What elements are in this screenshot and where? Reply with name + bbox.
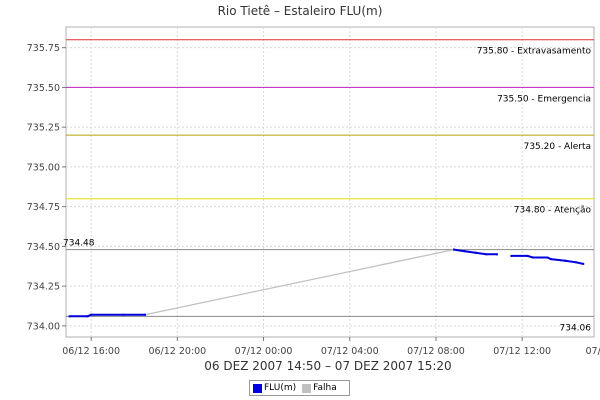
y-tick-label: 734.25 <box>27 282 60 293</box>
data-point-flu <box>90 313 93 316</box>
data-point-flu <box>575 261 578 264</box>
y-tick-label: 735.00 <box>27 162 60 173</box>
x-tick-label: 06/12 16:00 <box>62 346 120 357</box>
x-tick-label: 07/12 16: <box>586 346 600 357</box>
data-point-flu <box>485 253 488 256</box>
data-point-flu <box>463 250 466 253</box>
x-tick-label: 06/12 20:00 <box>148 346 206 357</box>
reference-label: 734.48 <box>63 239 95 249</box>
legend-swatch-flu <box>253 383 262 393</box>
data-point-flu <box>510 254 513 257</box>
data-point-flu <box>582 262 585 265</box>
chart-subtitle: 06 DEZ 2007 14:50 – 07 DEZ 2007 15:20 <box>204 359 451 373</box>
y-tick-label: 734.00 <box>27 321 60 332</box>
legend-label-falha: Falha <box>313 383 337 393</box>
x-tick-label: 07/12 00:00 <box>235 346 293 357</box>
y-tick-label: 735.50 <box>27 83 60 94</box>
data-point-flu <box>549 258 552 261</box>
data-point-flu <box>452 248 455 251</box>
reference-label: 735.20 - Alerta <box>524 142 591 152</box>
reference-label: 734.06 <box>560 323 592 333</box>
reference-label: 735.80 - Extravasamento <box>477 47 592 57</box>
x-tick-label: 07/12 04:00 <box>321 346 379 357</box>
legend-label-flu: FLU(m) <box>264 383 297 393</box>
data-point-flu <box>122 313 125 316</box>
legend-swatch-falha <box>302 383 312 393</box>
data-point-flu <box>144 313 147 316</box>
x-tick-label: 07/12 08:00 <box>407 346 465 357</box>
data-point-flu <box>526 254 529 257</box>
reference-label: 734.80 - Atenção <box>514 206 592 216</box>
reference-label: 735.50 - Emergencia <box>497 94 591 104</box>
data-point-flu <box>531 256 534 259</box>
data-point-flu <box>564 259 567 262</box>
data-point-flu <box>474 251 477 254</box>
y-tick-label: 735.75 <box>27 43 60 54</box>
y-tick-label: 735.25 <box>27 123 60 134</box>
series-line-falha <box>144 248 455 316</box>
chart-title: Rio Tietê – Estaleiro FLU(m) <box>218 4 383 18</box>
y-tick-label: 734.50 <box>27 242 60 253</box>
data-point-flu <box>496 253 499 256</box>
legend: FLU(m) Falha <box>249 380 350 396</box>
legend-item-falha: Falha <box>302 383 337 393</box>
plot-area: 734.00 734.25 734.50 734.75 735.00 735.25 735.… <box>27 26 600 357</box>
data-point-flu <box>86 315 89 318</box>
x-tick-label: 07/12 12:00 <box>493 346 551 357</box>
legend-item-flu: FLU(m) <box>253 383 296 393</box>
plot-frame <box>65 26 595 338</box>
data-point-flu <box>68 315 71 318</box>
y-tick-label: 734.75 <box>27 202 60 213</box>
data-point-flu <box>546 256 549 259</box>
